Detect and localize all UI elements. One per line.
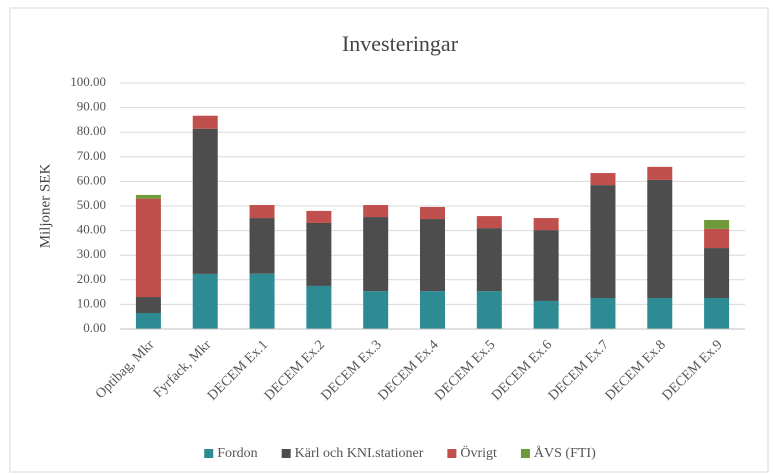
bar-segment	[420, 219, 445, 292]
bar-segment	[590, 173, 616, 186]
bar-segment	[420, 206, 445, 220]
y-tick-label: 40.00	[77, 222, 106, 237]
legend-label: Fordon	[217, 446, 257, 461]
y-tick-label: 50.00	[77, 197, 106, 212]
bar-segment	[135, 198, 161, 298]
bar-segment	[533, 300, 559, 329]
bar-segment	[476, 291, 502, 329]
bar-segment	[704, 298, 730, 329]
legend-swatch	[204, 449, 214, 458]
bar-segment	[363, 205, 389, 218]
y-tick-label: 60.00	[77, 172, 106, 187]
y-tick-label: 0.00	[83, 320, 106, 335]
bar-segment	[647, 166, 673, 180]
bar-segment	[420, 291, 445, 329]
bar-segment	[363, 217, 389, 292]
y-tick-label: 70.00	[77, 148, 106, 163]
bar-segment	[192, 115, 218, 129]
bar-segment	[590, 185, 616, 299]
bar-segment	[704, 220, 730, 229]
bar-segment	[192, 273, 218, 329]
bar-segment	[533, 218, 559, 231]
bar-segment	[192, 128, 218, 274]
y-axis-title: Miljoner SEK	[37, 164, 53, 249]
bar-segment	[249, 218, 275, 274]
bar-segment	[647, 179, 673, 299]
bar-segment	[647, 298, 673, 329]
y-tick-label: 30.00	[77, 246, 106, 261]
y-tick-label: 10.00	[77, 295, 106, 310]
bar-segment	[135, 297, 161, 314]
y-tick-label: 20.00	[77, 271, 106, 286]
bar-segment	[476, 228, 502, 292]
bar-segment	[704, 248, 730, 299]
bar-segment	[476, 216, 502, 229]
bar-segment	[135, 313, 161, 329]
legend-label: ÅVS (FTI)	[534, 445, 596, 461]
chart-title: Investeringar	[342, 31, 459, 56]
y-tick-label: 80.00	[77, 123, 106, 138]
bar-segment	[306, 210, 332, 223]
bar-segment	[135, 194, 161, 199]
bar-segment	[306, 285, 332, 329]
bar-segment	[533, 230, 559, 301]
legend-swatch	[281, 449, 291, 458]
y-tick-label: 90.00	[77, 99, 106, 114]
legend: Fordon Kärl och KNI.stationer Övrigt ÅVS (F…	[204, 444, 596, 461]
legend-label: Övrigt	[460, 444, 497, 461]
legend-label: Kärl och KNI.stationer	[295, 446, 424, 461]
bar-segment	[590, 298, 616, 329]
legend-swatch	[520, 449, 530, 458]
y-tick-label: 100.00	[70, 74, 106, 89]
legend-swatch	[447, 449, 457, 458]
bar-segment	[249, 273, 275, 329]
bar-segment	[249, 205, 275, 219]
bar-segment	[306, 222, 332, 286]
bar-segment	[704, 228, 730, 249]
bar-segment	[363, 291, 389, 329]
